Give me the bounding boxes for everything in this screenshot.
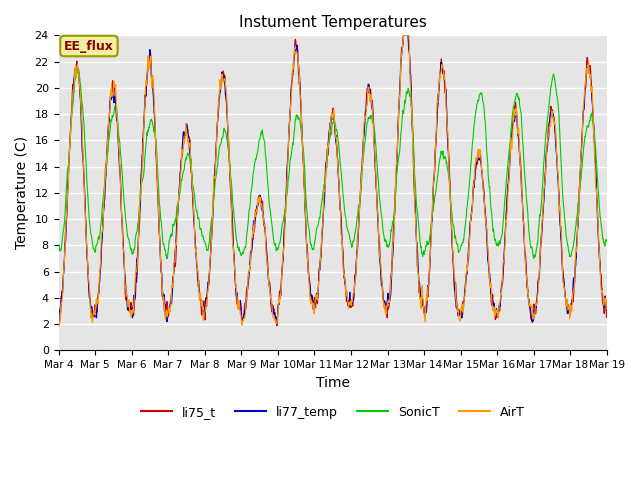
AirT xyxy=(400,33,408,38)
SonicT xyxy=(490,229,498,235)
AirT xyxy=(419,282,426,288)
AirT xyxy=(538,217,546,223)
SonicT xyxy=(603,238,611,244)
li77_temp xyxy=(603,308,611,313)
SonicT xyxy=(177,177,185,182)
SonicT xyxy=(538,186,546,192)
AirT xyxy=(238,323,246,328)
SonicT xyxy=(163,256,170,262)
AirT xyxy=(490,304,498,310)
li75_t xyxy=(163,299,171,304)
SonicT xyxy=(164,251,172,256)
SonicT xyxy=(419,250,426,256)
li77_temp xyxy=(490,300,498,306)
li75_t xyxy=(490,307,498,313)
Legend: li75_t, li77_temp, SonicT, AirT: li75_t, li77_temp, SonicT, AirT xyxy=(136,401,530,424)
li77_temp xyxy=(238,316,246,322)
li77_temp xyxy=(400,33,408,38)
li75_t xyxy=(419,300,426,305)
li77_temp xyxy=(177,162,184,168)
SonicT xyxy=(75,66,83,72)
li75_t xyxy=(400,33,408,38)
li77_temp xyxy=(164,314,172,320)
li77_temp xyxy=(163,319,171,324)
Line: li75_t: li75_t xyxy=(58,36,607,326)
li75_t xyxy=(538,221,546,227)
AirT xyxy=(55,324,63,329)
AirT xyxy=(164,313,172,319)
Line: AirT: AirT xyxy=(58,36,607,326)
li77_temp xyxy=(54,319,62,324)
li75_t xyxy=(177,169,184,175)
SonicT xyxy=(239,250,246,255)
li77_temp xyxy=(419,302,426,308)
li75_t xyxy=(54,320,62,326)
li75_t xyxy=(603,314,611,320)
Line: li77_temp: li77_temp xyxy=(58,36,607,322)
Text: EE_flux: EE_flux xyxy=(64,39,114,52)
Title: Instument Temperatures: Instument Temperatures xyxy=(239,15,427,30)
X-axis label: Time: Time xyxy=(316,376,349,390)
li75_t xyxy=(238,312,246,318)
AirT xyxy=(177,171,184,177)
AirT xyxy=(54,319,62,324)
AirT xyxy=(603,306,611,312)
li77_temp xyxy=(538,223,546,229)
Line: SonicT: SonicT xyxy=(58,69,607,259)
Y-axis label: Temperature (C): Temperature (C) xyxy=(15,136,29,250)
li75_t xyxy=(273,323,280,329)
SonicT xyxy=(54,242,62,248)
